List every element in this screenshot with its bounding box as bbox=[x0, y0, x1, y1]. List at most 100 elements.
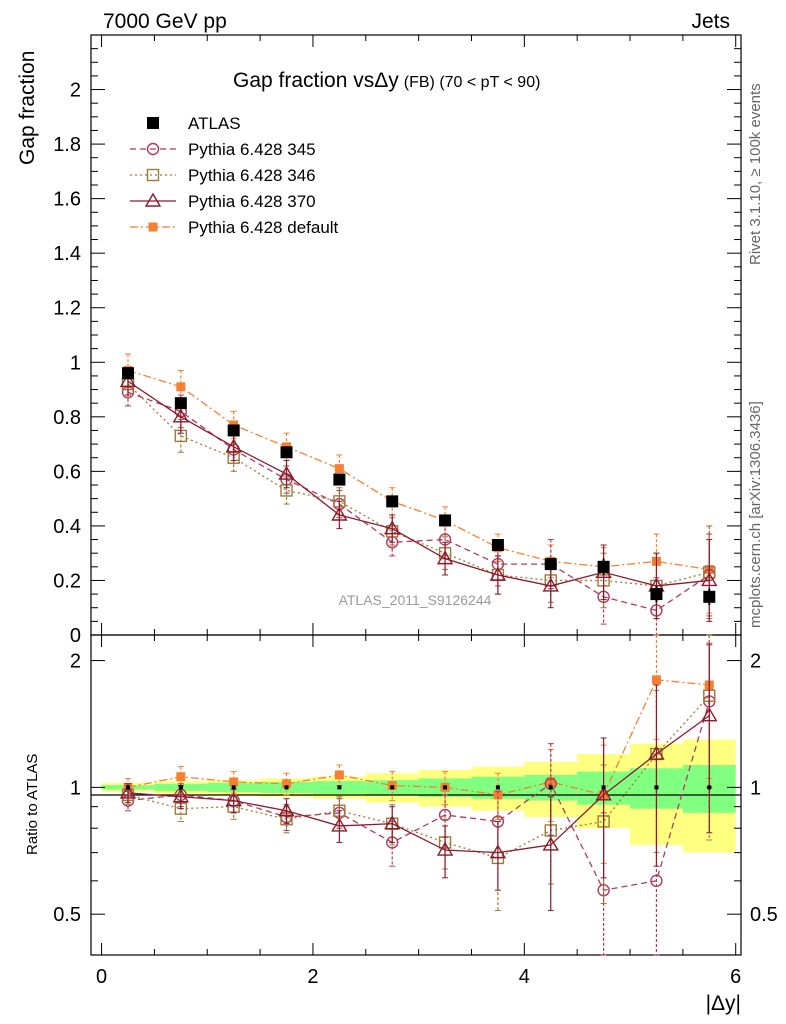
atlas-ratio-point bbox=[284, 785, 289, 790]
atlas-ratio-point bbox=[654, 785, 659, 790]
atlas-ratio-point bbox=[125, 785, 130, 790]
rivet-label: Rivet 3.1.10, ≥ 100k events bbox=[747, 83, 764, 265]
ratio-series-3-point bbox=[542, 836, 559, 851]
x-tick-label: 2 bbox=[307, 966, 318, 988]
ratio-series-3-point bbox=[278, 802, 295, 817]
chart-title-sub: (FB) (70 < pT < 90) bbox=[404, 74, 541, 91]
y-tick-label-top: 0.8 bbox=[53, 407, 81, 429]
series-3-point bbox=[701, 572, 718, 587]
y-tick-label-top: 1.4 bbox=[53, 243, 81, 265]
ratio-series-3-point bbox=[595, 786, 612, 801]
y-tick-label-top: 2 bbox=[70, 80, 81, 102]
series-0-point bbox=[439, 514, 452, 527]
y-tick-label-top: 0.6 bbox=[53, 461, 81, 483]
x-tick-label: 0 bbox=[96, 966, 107, 988]
legend-entry: ATLAS bbox=[147, 114, 241, 133]
y-axis-title-top: Gap fraction bbox=[16, 51, 39, 165]
y-axis-title-bottom: Ratio to ATLAS bbox=[24, 754, 41, 855]
ratio-tick-label-right: 1 bbox=[750, 777, 761, 799]
series-2-line bbox=[127, 383, 710, 587]
x-tick-label: 6 bbox=[730, 966, 741, 988]
legend-marker bbox=[144, 192, 162, 207]
y-tick-label-top: 1.2 bbox=[53, 298, 81, 320]
ratio-series-4-point bbox=[282, 779, 292, 789]
legend-label: Pythia 6.428 default bbox=[188, 218, 339, 237]
atlas-ratio-point bbox=[495, 785, 500, 790]
legend-entry: Pythia 6.428 370 bbox=[130, 192, 316, 211]
y-tick-label-top: 1.6 bbox=[53, 189, 81, 211]
ratio-series-4-point bbox=[229, 777, 239, 787]
series-0-point bbox=[386, 495, 399, 508]
series-3-point bbox=[331, 506, 348, 521]
ratio-tick-label-left: 0.5 bbox=[53, 904, 81, 926]
atlas-ratio-point bbox=[178, 785, 183, 790]
header-left: 7000 GeV pp bbox=[103, 10, 227, 33]
series-0-point bbox=[280, 446, 293, 459]
ratio-series-1-line bbox=[127, 701, 710, 891]
series-0-point bbox=[544, 558, 557, 571]
ratio-series-3-point bbox=[489, 844, 507, 859]
atlas-ratio-point bbox=[390, 785, 395, 790]
y-tick-label-top: 0.2 bbox=[53, 570, 81, 592]
series-0-point bbox=[121, 367, 134, 380]
ratio-series-1-point bbox=[650, 874, 663, 888]
ratio-series-3-point bbox=[119, 784, 137, 799]
ratio-series-3-point bbox=[384, 815, 401, 830]
legend-label: Pythia 6.428 345 bbox=[188, 140, 316, 159]
series-3-point bbox=[225, 438, 242, 453]
ratio-series-3-point bbox=[172, 788, 190, 803]
series-0-point bbox=[650, 588, 663, 601]
y-tick-label-top: 0 bbox=[70, 625, 81, 647]
series-3-point bbox=[119, 372, 137, 388]
series-4-point bbox=[176, 382, 186, 392]
series-0-point bbox=[227, 424, 240, 437]
x-axis-title: |Δy| bbox=[706, 992, 741, 1015]
legend-label: ATLAS bbox=[188, 114, 241, 133]
ratio-tick-label-left: 1 bbox=[70, 777, 81, 799]
axes: 0 2 4 6 0 0.2 0.4 0.6 0.8 1 1.2 1.4 1.6 1.8 2 0.5 0.5 1 1 2… bbox=[53, 34, 778, 988]
series-3-line bbox=[127, 380, 710, 587]
top-panel-data bbox=[119, 353, 718, 636]
legend-marker bbox=[146, 168, 160, 182]
y-tick-label-top: 1.8 bbox=[53, 134, 81, 156]
uncertainty-bands bbox=[101, 739, 736, 853]
x-tick-label: 4 bbox=[519, 966, 530, 988]
legend-entry: Pythia 6.428 346 bbox=[130, 166, 316, 185]
atlas-ratio-point bbox=[337, 785, 342, 790]
ratio-series-3-point bbox=[331, 817, 348, 832]
chart-title: Gap fraction vsΔy (FB) (70 < pT < 90) bbox=[233, 69, 540, 92]
ratio-tick-label-left: 2 bbox=[70, 651, 81, 673]
header-right: Jets bbox=[691, 10, 730, 33]
series-4-point bbox=[334, 464, 344, 474]
atlas-ratio-point bbox=[707, 785, 712, 790]
series-0-point bbox=[597, 560, 610, 573]
analysis-watermark: ATLAS_2011_S9126244 bbox=[339, 592, 492, 608]
ratio-series-3-point bbox=[225, 792, 242, 807]
series-4-line bbox=[127, 369, 710, 571]
series-0-point bbox=[333, 473, 346, 486]
legend: ATLAS Pythia 6.428 345 Pythia 6.428 346 Pyt… bbox=[130, 114, 339, 237]
legend-marker bbox=[148, 222, 158, 232]
series-3-point bbox=[436, 550, 454, 565]
ratio-tick-label-right: 2 bbox=[750, 651, 761, 673]
ratio-tick-label-right: 0.5 bbox=[750, 904, 778, 926]
series-0-point bbox=[491, 539, 504, 551]
legend-entry: Pythia 6.428 345 bbox=[130, 140, 316, 159]
series-0-point bbox=[174, 397, 187, 410]
series-3-point bbox=[489, 566, 507, 581]
ratio-series-4-point bbox=[334, 770, 344, 780]
series-3-point bbox=[278, 465, 295, 480]
series-0-point bbox=[703, 590, 716, 603]
mcplots-label: mcplots.cern.ch [arXiv:1306.3436] bbox=[747, 401, 764, 628]
ratio-series-3-point bbox=[701, 707, 718, 722]
ratio-series-4-point bbox=[176, 772, 186, 782]
series-1-line bbox=[127, 391, 710, 612]
legend-marker bbox=[146, 142, 160, 156]
legend-label: Pythia 6.428 370 bbox=[188, 192, 316, 211]
ratio-series-3-point bbox=[436, 841, 454, 856]
legend-label: Pythia 6.428 346 bbox=[188, 166, 316, 185]
ratio-series-3-point bbox=[648, 745, 665, 760]
ratio-series-4-line bbox=[127, 679, 710, 796]
y-tick-label-top: 0.4 bbox=[53, 516, 81, 538]
